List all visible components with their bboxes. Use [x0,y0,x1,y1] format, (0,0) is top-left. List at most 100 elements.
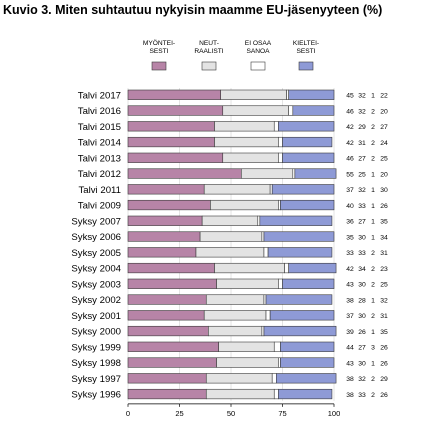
bar-ei-osaa-sanoa [278,152,283,163]
value-label: 43 [346,282,354,289]
bar-kieltei-sesti [288,89,335,100]
value-label: 1 [371,187,375,194]
value-label: 25 [380,156,388,163]
value-label: 1 [371,360,375,367]
bar-ei-osaa-sanoa [257,215,261,226]
bar-ei-osaa-sanoa [278,199,281,211]
bar-my-ntei-sesti [127,105,224,116]
bar-ei-osaa-sanoa [261,325,265,337]
bar-neut-raalisti [208,325,263,337]
bar-ei-osaa-sanoa [278,278,283,289]
value-label: 1 [371,219,375,226]
value-label: 32 [358,108,366,115]
category-label: Syksy 1996 [71,390,121,401]
legend-label: EI OSAA SANOA [245,40,272,55]
value-label: 42 [346,140,354,147]
bar-kieltei-sesti [294,168,337,179]
category-label: Syksy 1998 [71,358,121,369]
category-label: Talvi 2009 [78,201,121,212]
bar-my-ntei-sesti [127,247,197,258]
category-label: Syksy 2005 [71,248,121,259]
bar-kieltei-sesti [278,388,333,400]
value-label: 24 [380,140,388,147]
bar-kieltei-sesti [278,121,335,132]
value-label: 32 [358,93,366,100]
bar-neut-raalisti [201,215,259,226]
bar-neut-raalisti [222,105,289,116]
value-label: 25 [380,282,388,289]
bar-ei-osaa-sanoa [273,341,281,352]
value-label: 35 [380,329,388,336]
bar-neut-raalisti [218,341,275,352]
value-label: 28 [358,297,366,304]
bar-ei-osaa-sanoa [286,89,289,100]
legend-swatch [201,61,217,71]
value-label: 33 [358,250,366,257]
value-label: 27 [380,124,388,131]
bar-ei-osaa-sanoa [278,136,283,148]
x-tick-label: 100 [328,409,341,418]
legend-label: MYÖNTEI-SESTI [143,39,175,55]
legend-label: KIELTEI-SESTI [293,40,319,55]
bar-neut-raalisti [205,294,265,305]
bar-neut-raalisti [216,357,279,368]
value-label: 29 [358,124,366,131]
bar-ei-osaa-sanoa [263,247,269,258]
category-label: Syksy 2003 [71,279,121,290]
value-label: 1 [371,171,375,178]
value-label: 2 [371,140,375,147]
value-label: 32 [380,297,388,304]
value-label: 35 [380,219,388,226]
value-label: 30 [358,313,366,320]
bar-my-ntei-sesti [127,262,215,274]
bar-my-ntei-sesti [127,136,215,148]
bar-neut-raalisti [214,136,279,148]
bar-my-ntei-sesti [127,325,209,337]
value-label: 2 [371,313,375,320]
value-label: 36 [346,219,354,226]
bar-neut-raalisti [205,388,275,400]
bar-my-ntei-sesti [127,373,207,384]
value-label: 20 [380,171,388,178]
value-label: 2 [371,392,375,399]
value-label: 33 [358,392,366,399]
bar-my-ntei-sesti [127,168,242,179]
value-label: 37 [346,187,354,194]
bar-neut-raalisti [210,199,279,211]
bar-neut-raalisti [222,152,279,163]
value-label: 42 [346,266,354,273]
bar-kieltei-sesti [267,247,333,258]
value-label: 2 [371,282,375,289]
value-label: 38 [346,297,354,304]
value-label: 1 [371,234,375,241]
bar-kieltei-sesti [280,199,335,211]
value-label: 30 [358,234,366,241]
legend-swatch [298,61,314,71]
category-label: Syksy 2001 [71,311,121,322]
bar-my-ntei-sesti [127,152,224,163]
value-label: 22 [380,93,388,100]
bar-kieltei-sesti [282,152,335,163]
bar-neut-raalisti [214,121,275,132]
value-label: 44 [346,345,354,352]
bar-my-ntei-sesti [127,89,221,100]
value-label: 3 [371,345,375,352]
category-labels: Talvi 2017 Talvi 2016 Talvi 2015 Talvi 2014… [71,90,121,400]
category-label: Syksy 2006 [71,232,121,243]
category-label: Talvi 2012 [78,169,121,180]
bar-ei-osaa-sanoa [273,121,279,132]
category-label: Syksy 1997 [71,374,121,385]
bar-my-ntei-sesti [127,357,217,368]
bar-kieltei-sesti [259,215,333,226]
bar-neut-raalisti [241,168,294,179]
value-label: 34 [380,234,388,241]
value-label: 31 [358,140,366,147]
bar-kieltei-sesti [292,105,335,116]
value-label: 45 [346,93,354,100]
value-label: 30 [358,360,366,367]
category-label: Syksy 2002 [71,295,121,306]
value-label: 2 [371,250,375,257]
bar-kieltei-sesti [280,341,335,352]
